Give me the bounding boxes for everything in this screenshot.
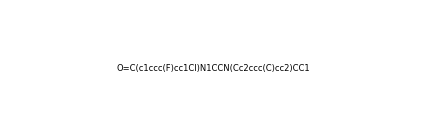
Text: O=C(c1ccc(F)cc1Cl)N1CCN(Cc2ccc(C)cc2)CC1: O=C(c1ccc(F)cc1Cl)N1CCN(Cc2ccc(C)cc2)CC1 — [116, 64, 310, 74]
